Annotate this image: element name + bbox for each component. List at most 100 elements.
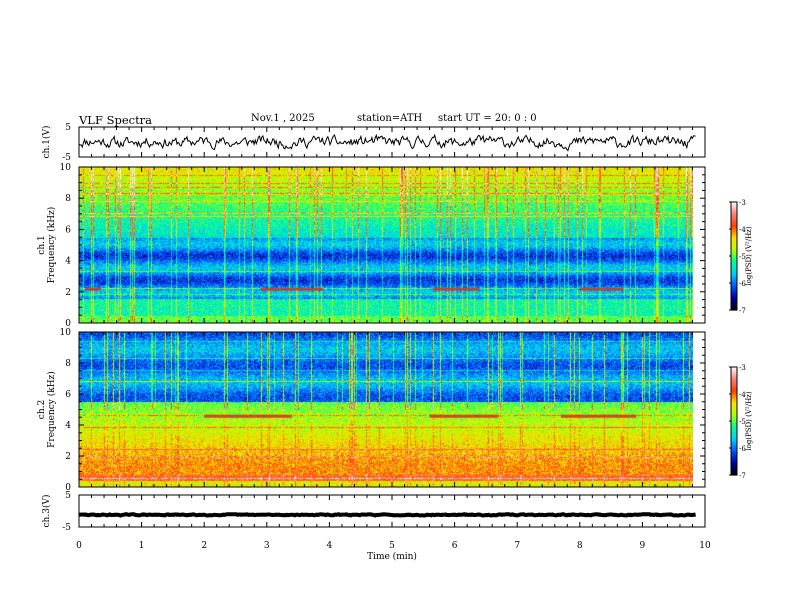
ch1-spectrogram-colorbar-swatch <box>731 290 737 293</box>
ch2-spectrogram-colorbar-swatch <box>731 370 737 373</box>
ch2-spectrogram-colorbar-swatch <box>731 388 737 391</box>
x-tick-label: 1 <box>139 541 145 551</box>
ch2-spectrogram-colorbar-swatch <box>731 471 737 474</box>
x-tick-label: 3 <box>264 541 270 551</box>
ch2-spectrogram-image <box>79 332 693 487</box>
ch1-spectrogram-colorbar-swatch <box>731 214 737 217</box>
ch2-spectrogram-colorbar-swatch <box>731 422 737 426</box>
ch1-spectrogram-colorbar-swatch <box>731 297 737 300</box>
ch1-spectrogram-colorbar-swatch <box>731 283 737 286</box>
ch2-spectrogram-ytick-label: 6 <box>65 390 71 400</box>
ch1-spectrogram-colorbar-swatch <box>731 254 737 257</box>
ch2-spectrogram-colorbar-swatch <box>731 426 737 429</box>
ch1-waveform-ytick-label: 5 <box>65 123 71 133</box>
ch2-spectrogram-colorbar-swatch <box>731 449 737 453</box>
ch1-spectrogram-colorbar-swatch <box>731 241 737 244</box>
ch2-spectrogram-colorbar-swatch <box>731 458 737 462</box>
x-axis-label: Time (min) <box>367 551 417 562</box>
ch2-spectrogram-colorbar-swatch <box>731 439 737 442</box>
ch2-spectrogram-colorbar-swatch <box>731 397 737 400</box>
ch1-spectrogram-colorbar-swatch <box>731 301 737 304</box>
ch2-spectrogram-colorbar-swatch <box>731 412 737 415</box>
ch2-spectrogram-colorbar-tick-label: -7 <box>739 472 746 480</box>
ch1-spectrogram-colorbar-tick-label: -6 <box>739 280 746 288</box>
ch1-spectrogram-colorbar-swatch <box>731 223 737 226</box>
ch2-spectrogram-ytick-label: 4 <box>65 421 71 431</box>
ch2-spectrogram-colorbar-swatch <box>731 437 737 440</box>
ch1-spectrogram-colorbar-swatch <box>731 275 737 279</box>
ch1-spectrogram-colorbar-swatch <box>731 257 737 261</box>
x-tick-label: 5 <box>389 541 395 551</box>
ch1-spectrogram-colorbar-tick-label: -7 <box>739 307 746 315</box>
ch2-spectrogram-ytick-label: 10 <box>60 328 72 338</box>
ch1-spectrogram-colorbar-swatch <box>731 211 737 214</box>
ch2-spectrogram-colorbar-swatch <box>731 430 737 433</box>
ch1-spectrogram-colorbar-swatch <box>731 236 737 239</box>
ch1-spectrogram-colorbar-swatch <box>731 268 737 271</box>
ch3-waveform-trace <box>78 512 696 518</box>
ch1-spectrogram-colorbar-swatch <box>731 203 737 207</box>
ch2-spectrogram-colorbar-swatch <box>731 462 737 465</box>
ch1-spectrogram-colorbar-swatch <box>731 202 737 205</box>
station-label: station=ATH <box>357 113 423 124</box>
ch1-spectrogram-colorbar-swatch <box>731 256 737 259</box>
ch1-spectrogram-colorbar-swatch <box>731 270 737 273</box>
ch2-spectrogram-colorbar-tick-label: -5 <box>739 418 746 426</box>
ch1-waveform-trace <box>78 133 696 152</box>
ch1-spectrogram-colorbar-swatch <box>731 308 737 311</box>
ch2-spectrogram-colorbar-swatch <box>731 442 737 445</box>
ch1-spectrogram-colorbar-swatch <box>731 263 737 266</box>
ch2-spectrogram-colorbar-swatch <box>731 440 737 444</box>
ch1-spectrogram-colorbar-swatch <box>731 274 737 277</box>
x-tick-label: 4 <box>327 541 333 551</box>
ch2-spectrogram-colorbar-swatch <box>731 372 737 375</box>
ch2-spectrogram-colorbar-swatch <box>731 395 737 399</box>
ch2-spectrogram-ytick-label: 2 <box>65 452 71 462</box>
ch1-spectrogram-colorbar-swatch <box>731 277 737 280</box>
ch1-spectrogram-colorbar-swatch <box>731 288 737 291</box>
ch2-spectrogram-colorbar-swatch <box>731 403 737 406</box>
ch2-spectrogram-colorbar-swatch <box>731 374 737 377</box>
ch1-spectrogram-colorbar-swatch <box>731 259 737 262</box>
ch1-spectrogram-colorbar-swatch <box>731 243 737 246</box>
ch2-spectrogram-colorbar-swatch <box>731 401 737 404</box>
ch1-spectrogram-colorbar-swatch <box>731 302 737 306</box>
ch2-spectrogram-colorbar-swatch <box>731 390 737 393</box>
ch2-spectrogram-colorbar-swatch <box>731 444 737 447</box>
ch2-spectrogram-colorbar-swatch <box>731 469 737 472</box>
ch1-spectrogram-canvas <box>79 167 693 323</box>
ch2-spectrogram-colorbar-swatch <box>731 377 737 381</box>
ch2-spectrogram-colorbar-swatch <box>731 467 737 471</box>
x-tick-label: 9 <box>640 541 646 551</box>
ch1-spectrogram-colorbar-swatch <box>731 209 737 212</box>
ch1-spectrogram-colorbar-swatch <box>731 266 737 270</box>
x-tick-label: 8 <box>577 541 583 551</box>
ch2-spectrogram-colorbar-swatch <box>731 383 737 386</box>
chart-title: VLF Spectra <box>79 113 153 127</box>
ch2-spectrogram-colorbar-swatch <box>731 428 737 431</box>
ch1-spectrogram-ylabel: Frequency (kHz) <box>46 207 57 284</box>
ch1-spectrogram-colorbar-swatch <box>731 221 737 225</box>
ch1-spectrogram-colorbar-swatch <box>731 229 737 232</box>
ch1-spectrogram-ytick-label: 10 <box>60 163 72 173</box>
ch2-spectrogram-ytick-label: 0 <box>65 483 71 493</box>
ch1-waveform-ylabel: ch.1(V) <box>41 126 52 159</box>
ch2-spectrogram-colorbar-swatch <box>731 455 737 458</box>
ch1-spectrogram-colorbar-swatch <box>731 293 737 297</box>
ch2-spectrogram-colorbar-swatch <box>731 386 737 390</box>
ch1-spectrogram-colorbar-swatch <box>731 247 737 250</box>
ch2-spectrogram-colorbar-swatch <box>731 446 737 449</box>
ch1-spectrogram-colorbar-tick-label: -5 <box>739 253 746 261</box>
ch1-spectrogram-ytick-label: 8 <box>65 194 71 204</box>
ch2-spectrogram-colorbar-swatch <box>731 381 737 384</box>
ch1-spectrogram-colorbar-swatch <box>731 279 737 282</box>
ch2-spectrogram-colorbar-swatch <box>731 368 737 372</box>
ch2-spectrogram-colorbar-swatch <box>731 385 737 388</box>
ch2-spectrogram-colorbar-swatch <box>731 392 737 395</box>
ch1-spectrogram-colorbar-swatch <box>731 230 737 234</box>
ch1-spectrogram-colorbar-swatch <box>731 225 737 228</box>
x-tick-label: 7 <box>514 541 520 551</box>
ch2-spectrogram-colorbar-swatch <box>731 394 737 397</box>
ch1-spectrogram-colorbar-swatch <box>731 212 737 216</box>
ch2-spectrogram-colorbar-tick-label: -4 <box>739 391 746 399</box>
